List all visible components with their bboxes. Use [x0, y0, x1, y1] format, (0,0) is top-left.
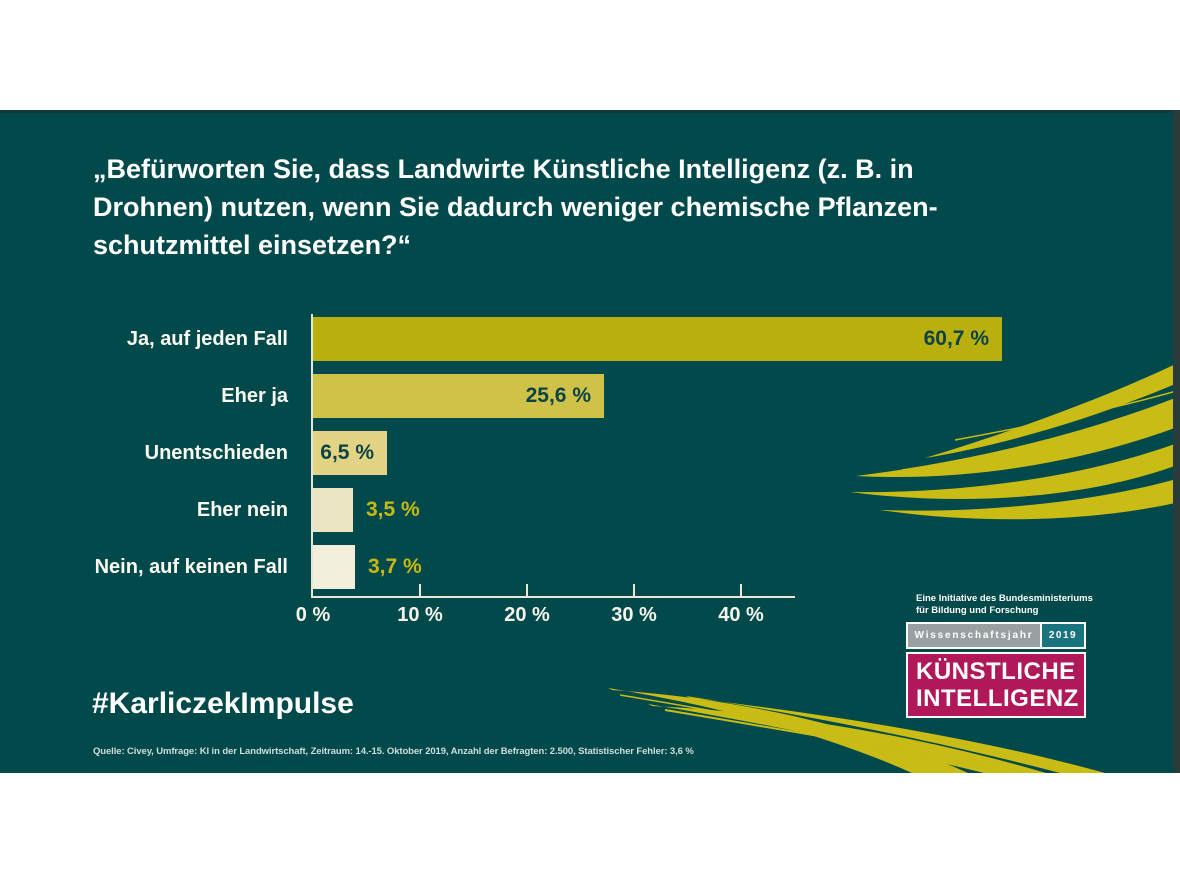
- x-axis-tick-label: 40 %: [718, 604, 764, 626]
- x-axis-line: [311, 596, 795, 598]
- x-axis-tick-label: 10 %: [397, 604, 443, 626]
- initiative-line-1: Eine Initiative des Bundesministeriums: [916, 593, 1093, 604]
- question-line-2: Drohnen) nutzen, wenn Sie dadurch wenige…: [93, 192, 938, 222]
- x-axis-tick: [419, 584, 421, 596]
- question-line-3: schutzmittel einsetzen?“: [93, 230, 412, 260]
- ki-logo-line-2: INTELLIGENZ: [916, 685, 1079, 712]
- category-label: Eher nein: [196, 499, 288, 521]
- wissenschaftsjahr-label: Wissenschaftsjahr: [908, 624, 1040, 647]
- bar: 60,7 %: [313, 317, 1002, 361]
- x-axis-tick: [740, 584, 742, 596]
- category-label: Unentschieden: [144, 442, 288, 464]
- bar: 25,6 %: [313, 374, 604, 418]
- ki-logo-line-1: KÜNSTLICHE: [916, 658, 1076, 685]
- x-axis-tick: [526, 584, 528, 596]
- initiative-line-2: für Bildung und Forschung: [916, 604, 1039, 616]
- category-label: Ja, auf jeden Fall: [126, 328, 288, 350]
- chart-panel: „Befürworten Sie, dass Landwirte Künstli…: [0, 110, 1180, 773]
- survey-question-title: „Befürworten Sie, dass Landwirte Künstli…: [93, 150, 1053, 264]
- source-note: Quelle: Civey, Umfrage: KI in der Landwi…: [93, 746, 694, 757]
- x-axis-tick-label: 20 %: [504, 604, 550, 626]
- wissenschaftsjahr-logo-bar: Wissenschaftsjahr 2019: [906, 622, 1086, 649]
- decorative-swoosh-graphic: [608, 362, 1180, 773]
- x-axis-tick: [633, 584, 635, 596]
- value-label: 3,7 %: [368, 555, 422, 578]
- category-label: Eher ja: [221, 385, 288, 407]
- question-line-1: „Befürworten Sie, dass Landwirte Künstli…: [93, 154, 914, 184]
- swoosh-middle-right-icon: [850, 362, 1180, 520]
- panel-top-shadow: [0, 110, 1180, 113]
- swoosh-bottom-right-icon: [608, 688, 1105, 773]
- panel-right-shadow: [1173, 110, 1180, 773]
- ki-logo-box: KÜNSTLICHE INTELLIGENZ: [906, 652, 1086, 718]
- initiative-note: Eine Initiative des Bundesministeriums f…: [916, 593, 1093, 616]
- category-label: Nein, auf keinen Fall: [94, 556, 288, 578]
- value-label: 3,5 %: [366, 498, 420, 521]
- year-badge: 2019: [1042, 624, 1084, 647]
- hashtag-label: #KarliczekImpulse: [92, 687, 354, 720]
- bar: 6,5 %: [313, 431, 387, 475]
- value-label: 60,7 %: [923, 327, 989, 350]
- bar: [313, 545, 355, 589]
- value-label: 6,5 %: [320, 441, 374, 464]
- value-label: 25,6 %: [525, 384, 591, 407]
- bar: [313, 488, 353, 532]
- x-axis-tick-label: 30 %: [611, 604, 657, 626]
- x-axis-tick-label: 0 %: [295, 604, 331, 626]
- y-axis-line: [311, 314, 313, 598]
